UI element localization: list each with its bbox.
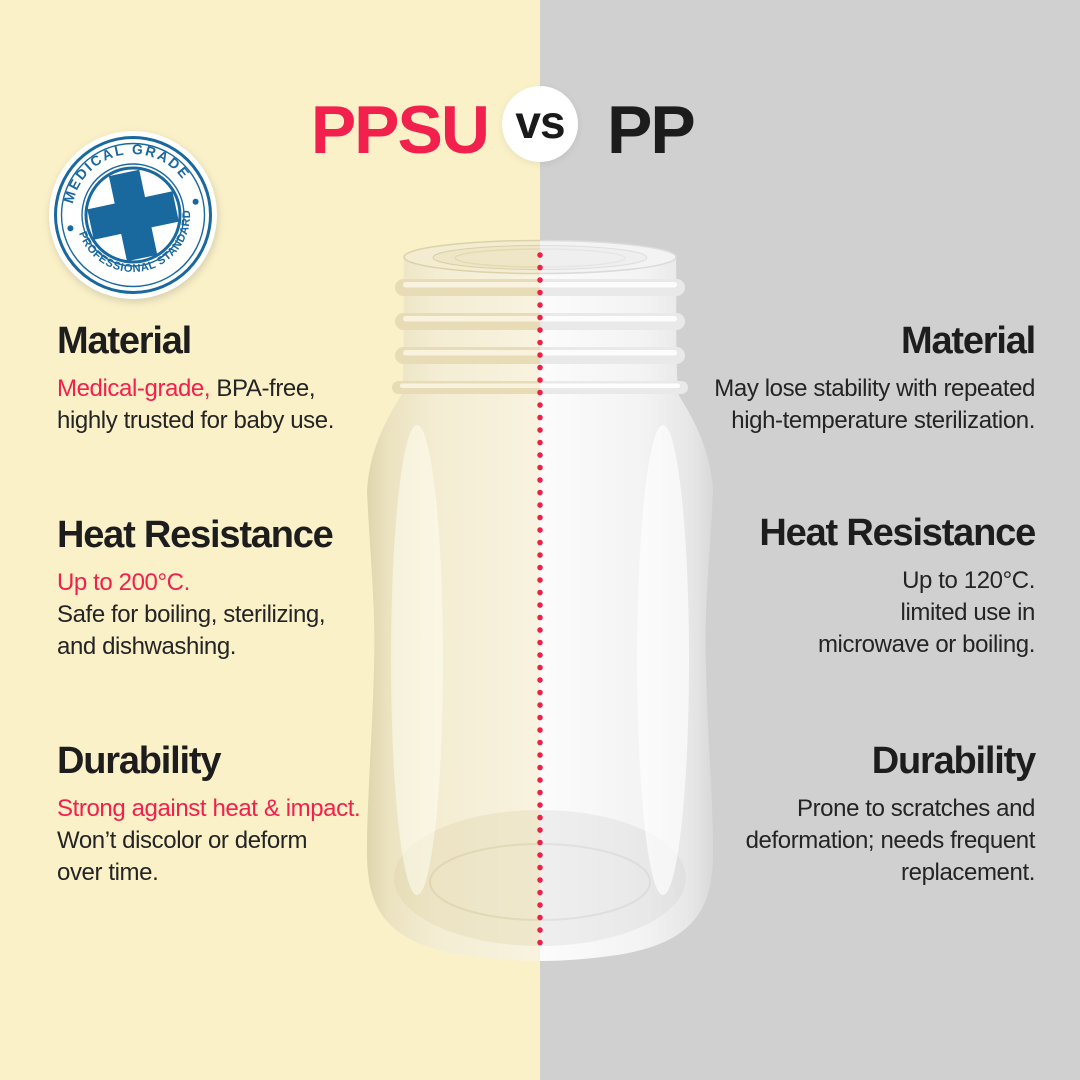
section-title: Heat Resistance: [57, 514, 334, 556]
badge-inner-ring: [84, 166, 182, 264]
section-title: Material: [57, 320, 192, 362]
section-body: Prone to scratches and deformation; needs…: [745, 795, 1036, 886]
bottle-left-half-ppsu: [367, 239, 540, 961]
vs-label: vs: [515, 96, 565, 148]
vs-badge: vs: [502, 86, 578, 162]
badge-inner-ring-thin: [81, 163, 185, 267]
ppsu-heat-resistance-section: Heat Resistance Up to 200°C. Safe for boi…: [57, 512, 387, 663]
badge-left-dot: [67, 225, 74, 232]
section-title: Durability: [57, 740, 221, 782]
section-body: May lose stability with repeated high-tem…: [714, 375, 1035, 434]
bottle-illustration: [367, 239, 713, 961]
medical-grade-badge: MEDICAL GRADE PROFESSIONAL STANDARD: [49, 129, 217, 299]
title-pp: PP: [607, 92, 696, 168]
section-body: Medical-grade, BPA-free, highly trusted f…: [57, 375, 334, 434]
pp-durability-section: Durability Prone to scratches and deforma…: [665, 738, 1037, 889]
pp-heat-resistance-section: Heat Resistance Up to 120°C. limited use …: [665, 510, 1036, 661]
pp-material-section: Material May lose stability with repeate…: [665, 318, 1036, 437]
ppsu-material-section: Material Medical-grade, BPA-free, highly …: [57, 318, 387, 437]
section-body: Up to 200°C. Safe for boiling, sterilizin…: [57, 569, 326, 660]
section-title: Durability: [871, 740, 1036, 782]
badge-outer-ring-thin: [60, 142, 206, 288]
badge-right-dot: [192, 198, 199, 205]
section-body: Up to 120°C. limited use in microwave or b…: [817, 567, 1035, 658]
badge-outer-ring: [53, 136, 212, 294]
medical-cross-icon: [87, 169, 179, 262]
ppsu-durability-section: Durability Strong against heat & impact.…: [57, 738, 387, 889]
bottle-right-half-pp: [540, 239, 713, 961]
section-title: Heat Resistance: [759, 512, 1036, 554]
section-title: Material: [900, 320, 1036, 362]
title-ppsu: PPSU: [310, 92, 490, 168]
section-body: Strong against heat & impact. Won’t disco…: [57, 795, 361, 886]
